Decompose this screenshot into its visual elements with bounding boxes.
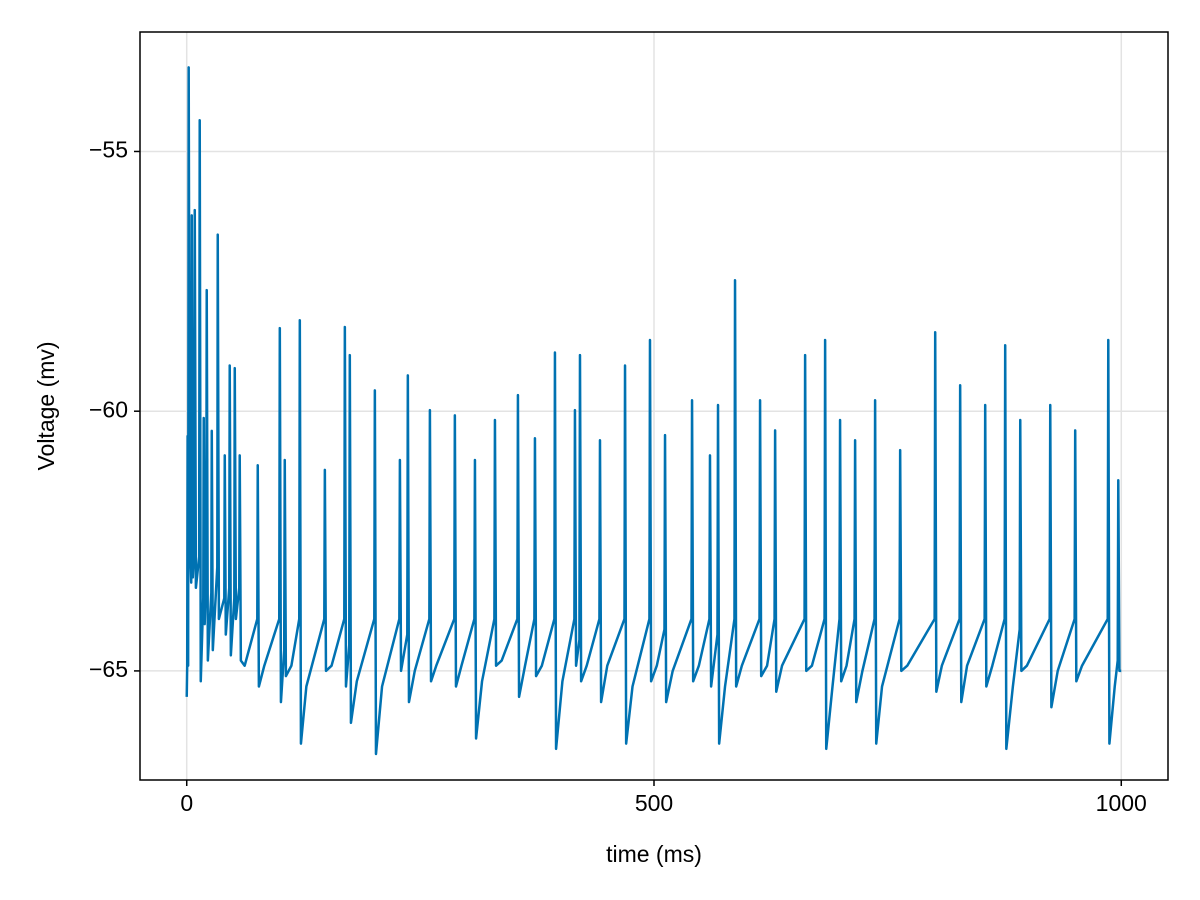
y-tick-label: −60 xyxy=(89,396,128,422)
data-line xyxy=(185,66,1122,756)
x-tick-label: 1000 xyxy=(1096,790,1147,816)
grid xyxy=(140,32,1168,780)
x-axis-label: time (ms) xyxy=(606,841,702,867)
y-axis-label: Voltage (mv) xyxy=(33,341,59,470)
y-tick-label: −55 xyxy=(89,137,128,163)
plot xyxy=(185,66,1122,756)
y-tick-label: −65 xyxy=(89,656,128,682)
x-tick-label: 500 xyxy=(635,790,673,816)
x-tick-label: 0 xyxy=(180,790,193,816)
